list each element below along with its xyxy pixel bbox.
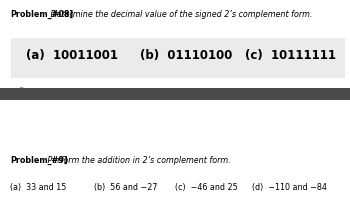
- Text: Problem_#9]: Problem_#9]: [10, 156, 68, 165]
- Text: (b)  01110100: (b) 01110100: [140, 49, 232, 62]
- Text: _: _: [19, 83, 22, 88]
- Text: (d)  −110 and −84: (d) −110 and −84: [252, 183, 327, 192]
- FancyBboxPatch shape: [10, 38, 345, 78]
- Text: (c)  10111111: (c) 10111111: [245, 49, 336, 62]
- Text: (a)  33 and 15: (a) 33 and 15: [10, 183, 67, 192]
- Text: (b)  56 and −27: (b) 56 and −27: [94, 183, 158, 192]
- Text: Problem_#08]: Problem_#08]: [10, 10, 74, 19]
- Text: (a)  10011001: (a) 10011001: [26, 49, 118, 62]
- FancyBboxPatch shape: [0, 88, 350, 100]
- Text: Determine the decimal value of the signed 2’s complement form.: Determine the decimal value of the signe…: [48, 10, 313, 19]
- Text: Perform the addition in 2’s complement form.: Perform the addition in 2’s complement f…: [45, 156, 230, 165]
- Text: (c)  −46 and 25: (c) −46 and 25: [175, 183, 238, 192]
